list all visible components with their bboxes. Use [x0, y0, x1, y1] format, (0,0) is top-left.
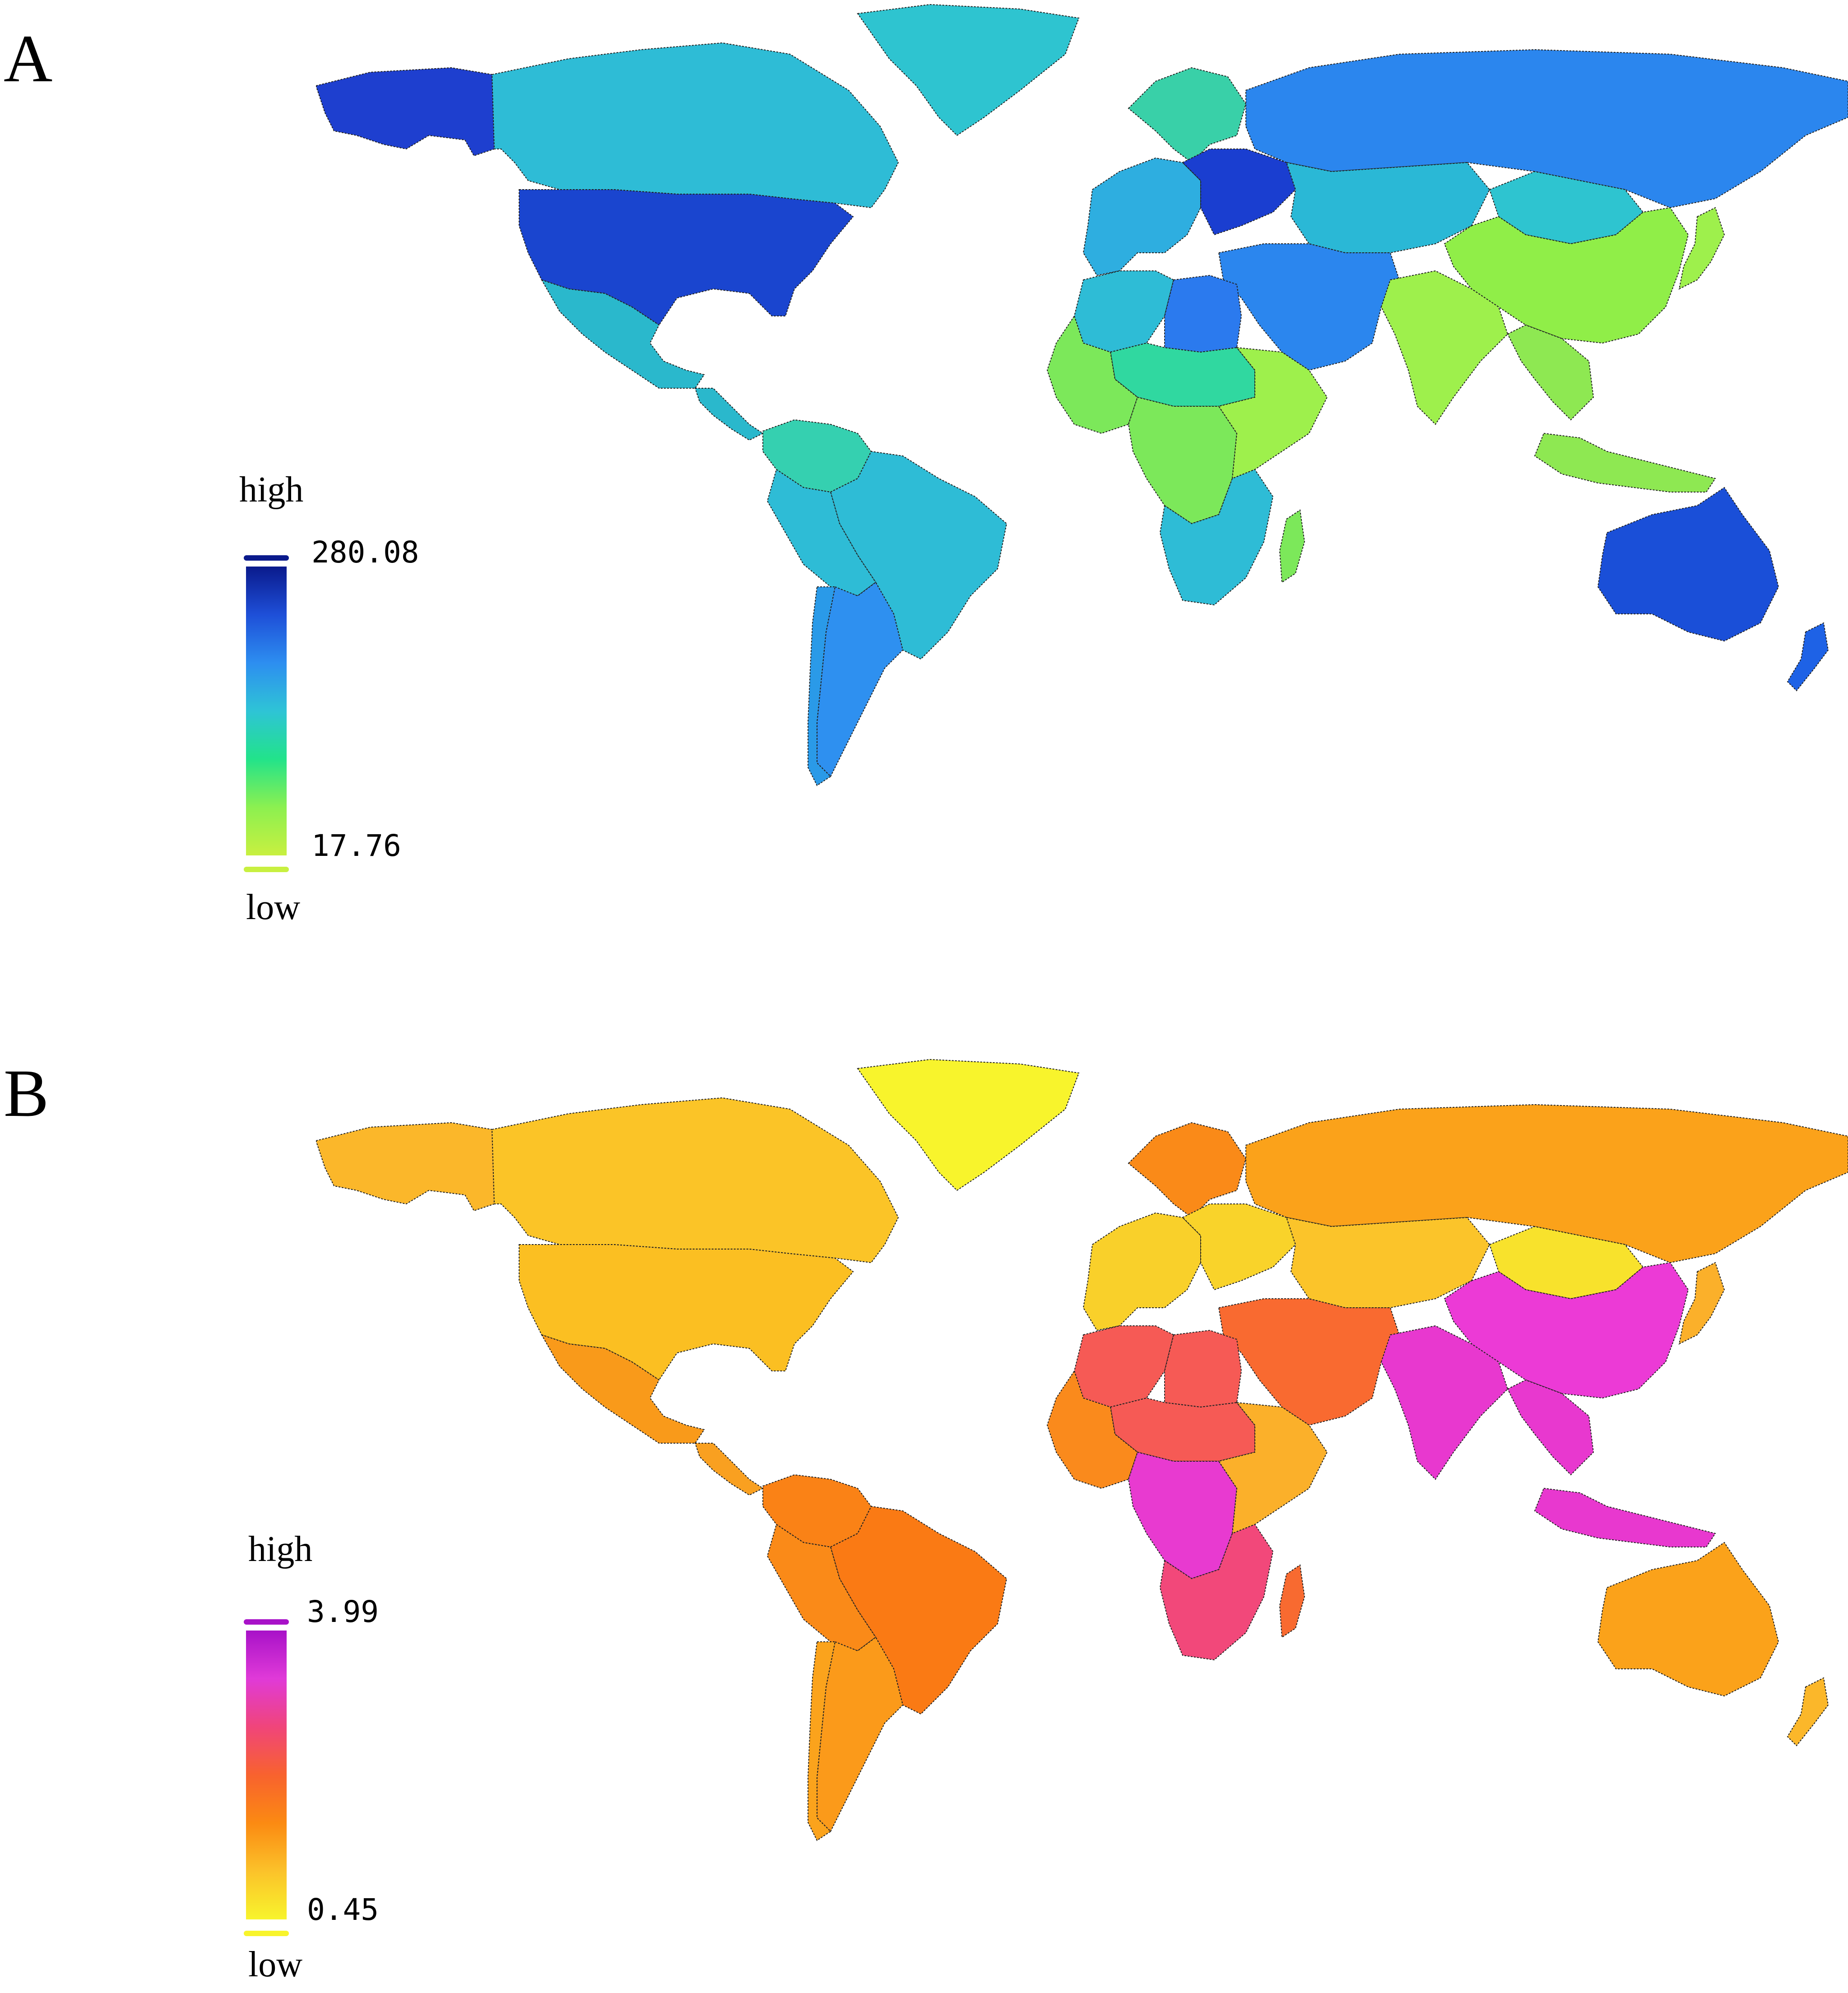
country-new-zealand — [1787, 622, 1829, 692]
country-australia — [1597, 487, 1779, 642]
country-north-africa — [1073, 270, 1175, 353]
country-usa — [519, 1244, 854, 1381]
country-middle-east — [1218, 1298, 1400, 1426]
country-central-asia — [1286, 1217, 1490, 1308]
legend-color-bar — [246, 1631, 287, 1919]
country-central-america — [694, 388, 764, 441]
legend-high-label: high — [248, 1529, 313, 1569]
panel-letter: B — [4, 1056, 49, 1131]
country-southern-africa — [1159, 469, 1274, 606]
country-central-america — [694, 1443, 764, 1496]
country-usa — [519, 189, 854, 326]
country-western-europe — [1082, 1212, 1201, 1331]
legend-max-cap — [244, 1619, 289, 1625]
world-map — [316, 1059, 1848, 1841]
country-russia — [1245, 1104, 1848, 1264]
country-central-africa — [1128, 396, 1238, 525]
country-eastern-europe — [1182, 1203, 1296, 1291]
legend-min-cap — [244, 1931, 289, 1936]
country-southeast-asia — [1507, 324, 1594, 421]
country-canada — [491, 1097, 899, 1264]
country-central-africa — [1128, 1451, 1238, 1580]
country-indonesia — [1534, 432, 1716, 492]
country-egypt — [1164, 274, 1242, 353]
country-colombia-venezuela — [762, 419, 872, 493]
legend-color-bar — [246, 567, 287, 855]
country-west-africa — [1046, 1370, 1138, 1489]
country-scandinavia — [1128, 1122, 1247, 1218]
country-egypt — [1164, 1329, 1242, 1408]
country-peru-bolivia — [766, 1524, 877, 1652]
country-madagascar — [1279, 1564, 1305, 1638]
country-west-africa — [1046, 315, 1138, 434]
legend-max-value: 3.99 — [307, 1594, 379, 1629]
panel-a: A high 280.08 17.76 low — [0, 0, 1848, 996]
country-scandinavia — [1128, 67, 1247, 163]
country-western-europe — [1082, 157, 1201, 276]
country-japan — [1678, 1262, 1725, 1345]
country-indonesia — [1534, 1487, 1716, 1547]
legend-max-value: 280.08 — [311, 535, 419, 570]
country-southeast-asia — [1507, 1379, 1594, 1476]
panel-letter: A — [4, 21, 53, 96]
legend-low-label: low — [248, 1945, 302, 1984]
legend-min-value: 0.45 — [307, 1892, 379, 1927]
country-madagascar — [1279, 509, 1305, 583]
country-australia — [1597, 1542, 1779, 1697]
country-chile — [808, 1641, 836, 1841]
legend-min-cap — [244, 867, 289, 872]
country-colombia-venezuela — [762, 1474, 872, 1548]
country-alaska — [316, 67, 495, 157]
legend-low-label: low — [246, 887, 300, 927]
country-central-asia — [1286, 162, 1490, 253]
country-peru-bolivia — [766, 469, 877, 597]
country-eastern-europe — [1182, 149, 1296, 236]
legend-min-value: 17.76 — [311, 828, 401, 863]
country-chile — [808, 586, 836, 786]
country-alaska — [316, 1122, 495, 1212]
country-japan — [1678, 207, 1725, 290]
country-india — [1380, 1325, 1509, 1480]
country-russia — [1245, 49, 1848, 209]
country-canada — [491, 42, 899, 209]
country-mexico — [540, 279, 705, 389]
country-southern-africa — [1159, 1524, 1274, 1661]
country-new-zealand — [1787, 1677, 1829, 1747]
legend-max-cap — [244, 555, 289, 561]
world-map — [316, 4, 1848, 786]
country-india — [1380, 270, 1509, 425]
country-greenland — [857, 1059, 1080, 1191]
legend-high-label: high — [239, 470, 304, 510]
panel-b: B high 3.99 0.45 low — [0, 996, 1848, 1993]
country-mexico — [540, 1334, 705, 1444]
country-greenland — [857, 4, 1080, 136]
country-north-africa — [1073, 1325, 1175, 1408]
country-middle-east — [1218, 243, 1400, 371]
